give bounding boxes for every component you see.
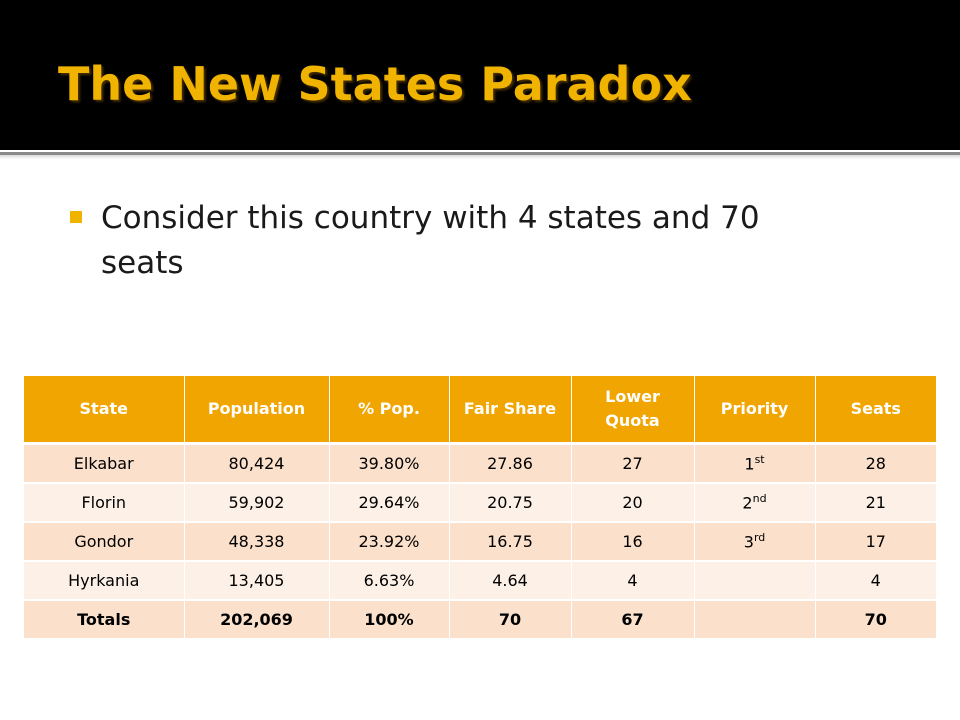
priority-number: 3 [743,532,754,552]
priority-number: 1 [744,454,755,474]
cell-fair-share: 16.75 [448,521,571,561]
cell-state: Hyrkania [24,560,184,600]
cell-seats: 28 [814,442,936,483]
header-seats: Seats [814,376,936,445]
priority-suffix: rd [753,531,766,545]
cell-population: 202,069 [183,599,329,638]
title-divider [0,150,960,159]
cell-population: 80,424 [183,442,329,483]
cell-priority [693,599,815,638]
slide-title: The New States Paradox [58,57,692,111]
square-bullet-icon [70,211,82,223]
cell-pct-pop: 100% [328,599,449,638]
cell-seats: 70 [814,599,936,638]
bullet-text: Consider this country with 4 states and … [101,200,760,281]
cell-pct-pop: 6.63% [328,560,449,600]
cell-population: 59,902 [183,482,329,522]
priority-suffix: nd [752,492,767,506]
cell-priority: 2nd [693,482,815,522]
title-bar: The New States Paradox [0,0,960,150]
cell-state: Florin [24,482,184,522]
cell-seats: 4 [814,560,936,600]
table-row: Florin 59,902 29.64% 20.75 20 2nd 21 [24,482,936,522]
cell-fair-share: 4.64 [448,560,571,600]
cell-priority [693,560,815,600]
cell-seats: 21 [814,482,936,522]
header-pct-pop: % Pop. [328,376,449,445]
table-row: Elkabar 80,424 39.80% 27.86 27 1st 28 [24,442,936,483]
cell-seats: 17 [814,521,936,561]
cell-fair-share: 70 [448,599,571,638]
table-row: Gondor 48,338 23.92% 16.75 16 3rd 17 [24,521,936,561]
table-header-row: State Population % Pop. Fair Share Lower… [24,376,936,445]
cell-lower-quota: 67 [570,599,694,638]
cell-fair-share: 27.86 [448,442,571,483]
cell-state: Gondor [24,521,184,561]
table-row: Hyrkania 13,405 6.63% 4.64 4 4 [24,560,936,600]
header-state: State [24,376,184,445]
cell-totals-label: Totals [24,599,184,638]
cell-lower-quota: 27 [570,442,694,483]
cell-pct-pop: 29.64% [328,482,449,522]
cell-state: Elkabar [24,442,184,483]
cell-population: 48,338 [183,521,329,561]
cell-lower-quota: 16 [570,521,694,561]
priority-number: 2 [742,493,753,513]
cell-fair-share: 20.75 [448,482,571,522]
priority-suffix: st [754,453,765,467]
header-fair-share: Fair Share [448,376,571,445]
cell-priority: 3rd [693,521,815,561]
header-population: Population [183,376,329,445]
header-lower-quota: Lower Quota [570,376,694,445]
cell-lower-quota: 4 [570,560,694,600]
cell-population: 13,405 [183,560,329,600]
cell-priority: 1st [693,442,815,483]
cell-lower-quota: 20 [570,482,694,522]
apportionment-table: State Population % Pop. Fair Share Lower… [24,376,936,638]
cell-pct-pop: 23.92% [328,521,449,561]
totals-row: Totals 202,069 100% 70 67 70 [24,599,936,638]
cell-pct-pop: 39.80% [328,442,449,483]
header-priority: Priority [693,376,815,445]
